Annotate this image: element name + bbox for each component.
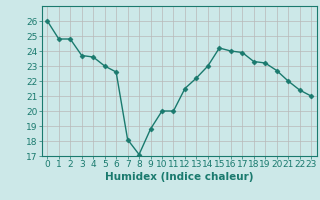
X-axis label: Humidex (Indice chaleur): Humidex (Indice chaleur) [105,172,253,182]
